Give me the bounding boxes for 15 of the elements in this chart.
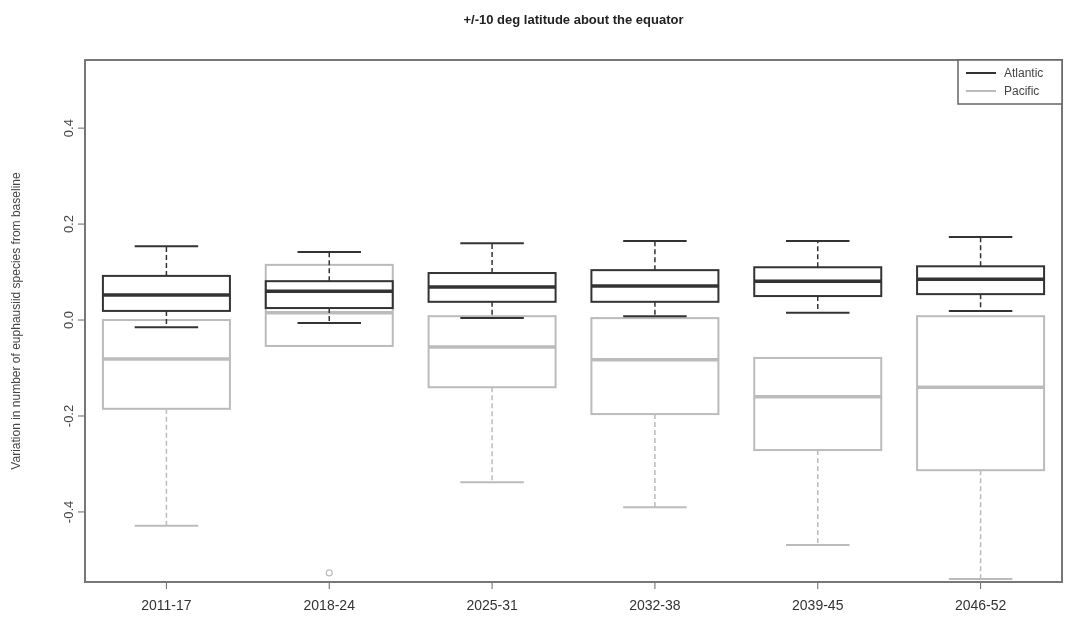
y-axis-title: Variation in number of euphausiid species from baseline [9, 172, 23, 470]
y-tick-label: 0.4 [61, 119, 76, 138]
legend-label: Atlantic [1004, 66, 1044, 80]
legend-label: Pacific [1004, 84, 1040, 98]
x-tick-label: 2011-17 [141, 597, 192, 613]
y-tick-label: -0.2 [61, 404, 76, 428]
chart-title: +/-10 deg latitude about the equator [463, 12, 684, 27]
x-tick-label: 2039-45 [792, 597, 844, 613]
x-tick-label: 2032-38 [629, 597, 681, 613]
x-tick-label: 2046-52 [954, 597, 1007, 613]
y-tick-label: 0.2 [61, 215, 76, 234]
y-tick-label: 0.0 [61, 311, 76, 330]
y-tick-label: -0.4 [61, 500, 76, 524]
x-tick-label: 2025-31 [466, 597, 518, 613]
x-tick-label: 2018-24 [303, 597, 356, 613]
